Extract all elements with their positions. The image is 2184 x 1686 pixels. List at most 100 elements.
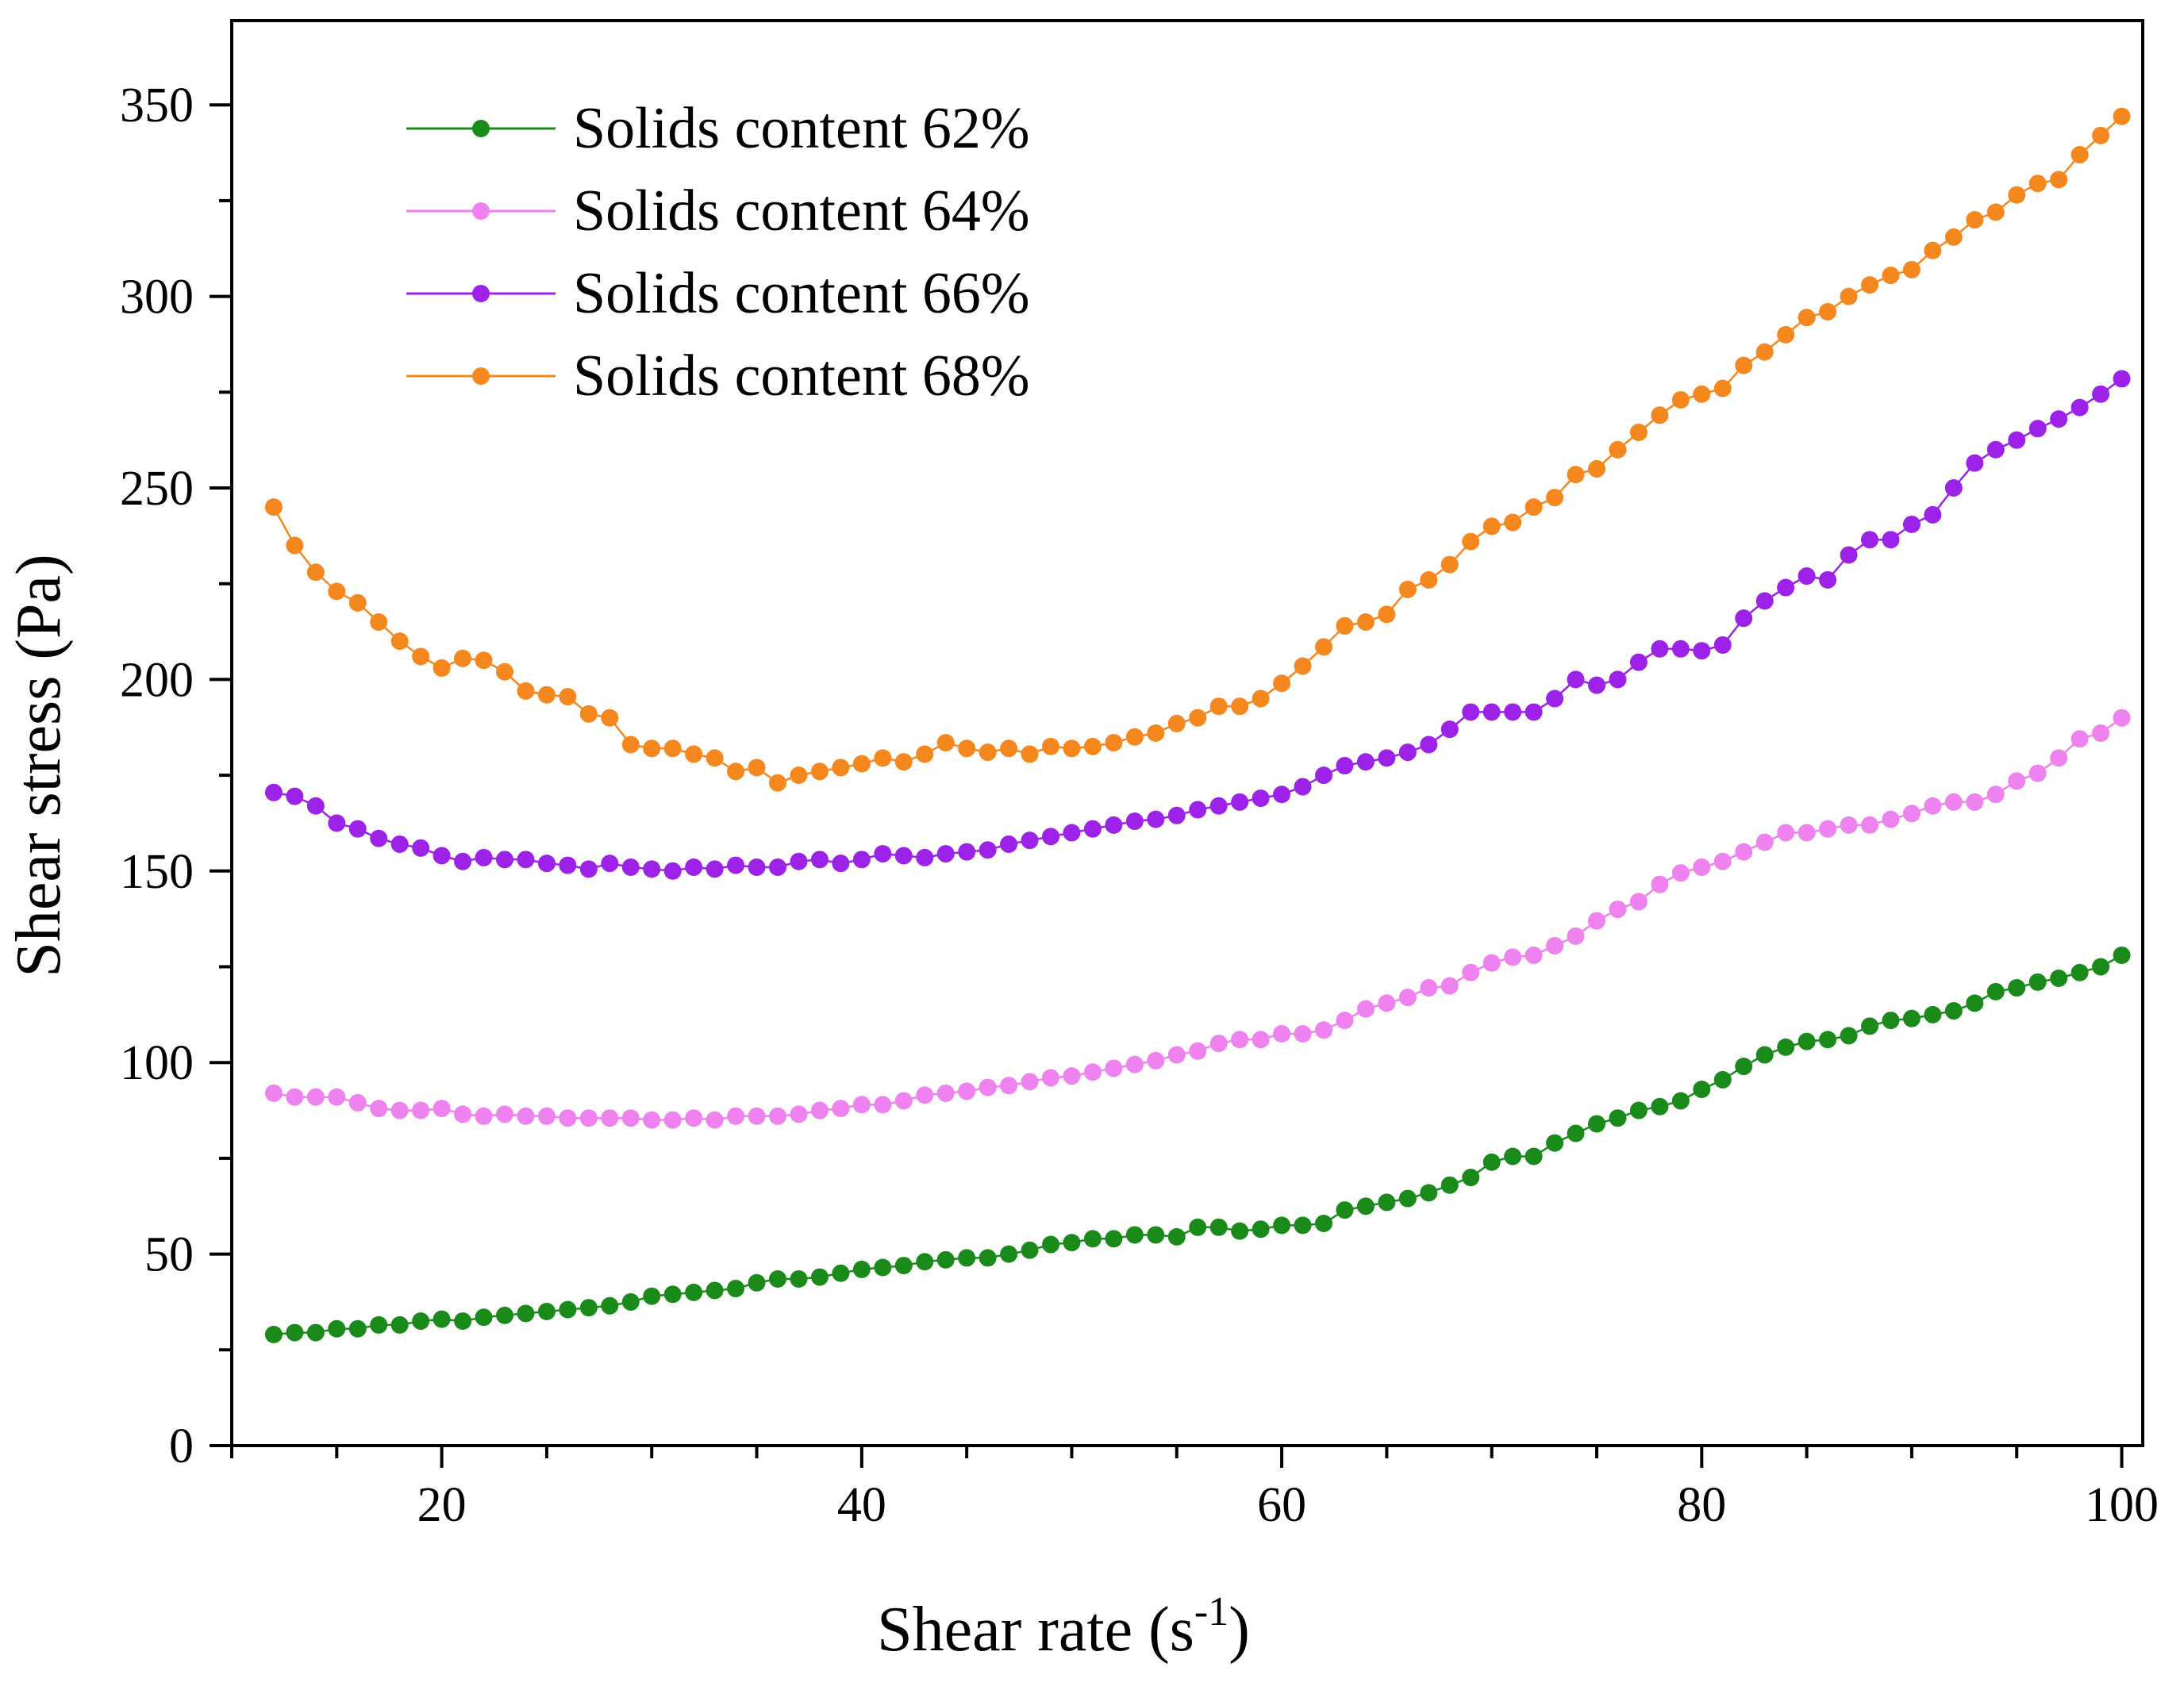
data-point [1986,982,2005,1000]
legend-label: Solids content 66% [573,261,1030,326]
data-point [496,1306,513,1324]
x-tick-label: 40 [837,1478,886,1532]
data-point [874,1096,892,1114]
data-point [306,1323,325,1342]
data-point [1609,670,1627,689]
data-point [559,856,577,874]
data-point [390,1315,409,1334]
data-point [1840,287,1858,305]
data-point [663,1111,682,1129]
data-point [621,858,640,876]
data-point [2092,958,2110,976]
data-point [621,1292,640,1311]
y-tick-label: 250 [120,462,194,516]
data-point [1902,1009,1921,1027]
data-point [454,1312,472,1331]
data-point [517,1304,535,1323]
data-point [1231,1031,1249,1049]
data-point [790,852,808,870]
legend-item: Solids content 66% [406,261,1030,326]
plot-border [230,19,2144,1447]
data-point [1273,674,1291,693]
data-point [1671,864,1690,882]
data-point [412,1312,430,1331]
data-point [1440,555,1459,574]
data-point [874,749,892,767]
data-point [1986,785,2005,804]
data-point [936,1250,955,1269]
data-point [1420,735,1438,754]
x-tick-label: 100 [2085,1478,2159,1532]
y-axis-title: Shear stress (Pa) [4,554,74,977]
data-point [1735,356,1753,374]
data-point [1294,778,1312,796]
data-point [1819,1031,1837,1049]
x-axis-title-main: Shear rate (s [877,1595,1194,1665]
data-point [328,814,346,832]
data-point [685,1109,703,1127]
data-point [1482,517,1501,536]
data-point [2028,420,2047,438]
data-point [810,762,829,781]
data-point [1021,745,1039,763]
data-point [727,762,745,781]
legend-label: Solids content 64% [573,179,1030,244]
data-point [958,739,976,758]
data-point [1356,1000,1375,1018]
data-point [475,848,493,866]
data-point [2071,398,2089,417]
data-point [1482,1153,1501,1171]
data-point [2092,385,2110,403]
data-point [874,845,892,863]
data-point [1209,1035,1228,1053]
data-point [517,682,535,700]
data-point [621,1109,640,1127]
x-axis-title-superscript: -1 [1194,1589,1228,1634]
data-point [2028,973,2047,991]
data-point [1902,515,1921,533]
data-point [979,1249,997,1267]
data-point [1105,1059,1123,1077]
data-point [727,856,745,874]
data-point [643,860,661,878]
data-point [1125,1055,1144,1073]
data-point [1819,570,1837,589]
data-point [852,851,871,869]
data-point [1567,466,1585,484]
data-point [286,536,304,555]
data-point [1420,1184,1438,1202]
data-point [936,734,955,752]
data-point [1629,1101,1648,1120]
data-point [1882,531,1900,549]
data-point [370,613,388,631]
data-point [1189,801,1207,819]
data-point [1420,979,1438,997]
data-point [894,753,913,771]
data-point [1798,1032,1816,1050]
data-point [1966,793,1984,811]
data-point [475,1308,493,1327]
data-point [1063,1067,1081,1085]
data-point [1735,843,1753,861]
data-point [1042,828,1059,846]
data-point [1693,642,1711,660]
data-point [1944,793,1963,811]
data-point [916,1086,934,1104]
data-point [1273,1216,1291,1235]
data-point [706,749,724,767]
data-point [390,632,409,651]
data-point [2050,969,2068,987]
data-point [1398,1189,1417,1208]
data-point [1525,947,1543,965]
data-point [1294,657,1312,675]
data-point [1882,810,1900,828]
data-point [663,1285,682,1304]
data-point [2050,749,2068,767]
data-point [2113,947,2131,965]
data-point [1651,639,1669,658]
data-point [328,582,346,601]
data-point [1105,1230,1123,1248]
data-point [1944,228,1963,246]
data-point [412,839,430,857]
data-point [348,593,367,612]
